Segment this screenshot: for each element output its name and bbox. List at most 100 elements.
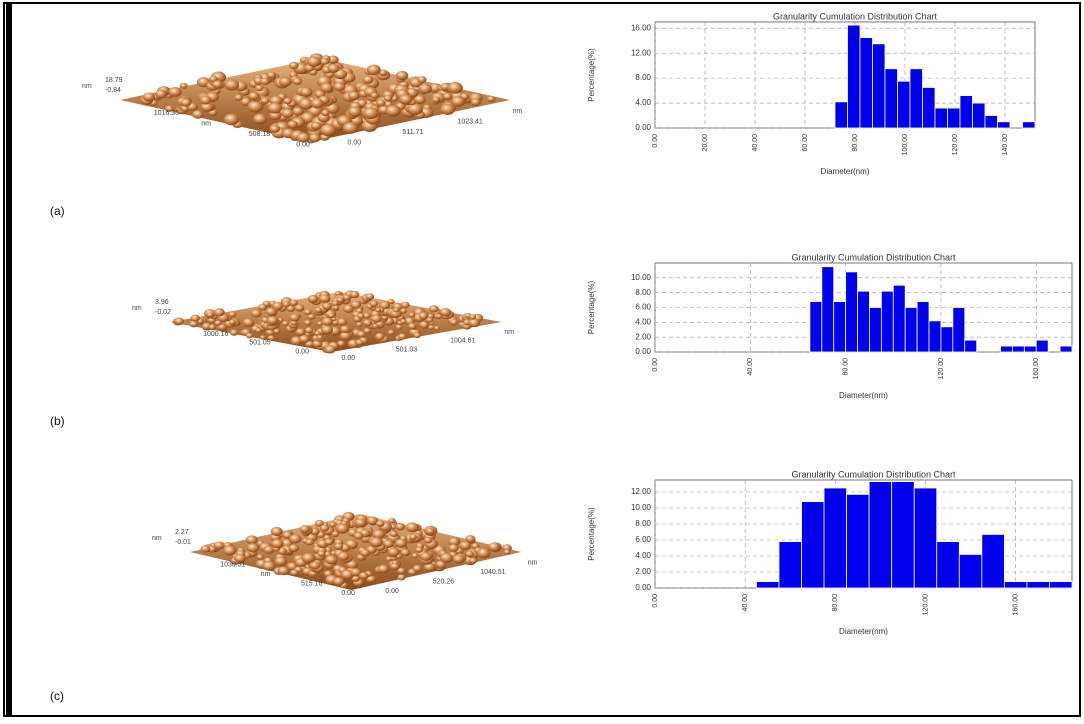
afm-grain <box>429 305 439 312</box>
afm-grain <box>397 568 406 574</box>
afm-grain <box>398 333 407 339</box>
bar <box>905 308 917 353</box>
afm-grain <box>292 78 302 85</box>
y-tick-label: 12.00 <box>631 48 652 57</box>
afm-grain <box>443 93 453 100</box>
bar <box>914 488 937 588</box>
afm-grain <box>278 566 290 575</box>
afm-grain <box>384 95 392 101</box>
bar <box>881 291 893 352</box>
y-axis-label: Percentage(%) <box>587 507 596 561</box>
bar <box>898 81 911 128</box>
afm-grain <box>191 315 200 322</box>
afm-grain <box>251 309 262 317</box>
afm-grain <box>393 308 399 313</box>
afm-grain <box>469 314 476 319</box>
afm-grain <box>459 541 471 550</box>
bar <box>917 302 929 352</box>
bar <box>973 103 986 128</box>
afm-grain <box>378 565 390 574</box>
bar <box>935 108 948 128</box>
afm-grain <box>261 97 270 104</box>
bar <box>873 44 886 128</box>
bar <box>822 267 834 352</box>
y-tick-label: 6.00 <box>635 303 651 312</box>
afm-grain <box>289 314 300 322</box>
afm-grain <box>320 124 336 136</box>
bar <box>835 102 848 128</box>
afm-grain <box>246 333 253 339</box>
chart-title: Granularity Cumulation Distribution Char… <box>773 11 938 21</box>
afm-grain <box>397 574 405 580</box>
afm-grain <box>340 325 350 333</box>
x-tick-label: 120.00 <box>938 358 945 380</box>
afm-grain <box>271 539 283 548</box>
afm-grain <box>296 328 306 335</box>
afm-grain <box>355 339 363 345</box>
x-tick-label: 0.00 <box>652 594 659 608</box>
bar <box>937 542 960 588</box>
figure: (a)18.79nm-0.841016.36nm508.180.000.0051… <box>0 0 1084 719</box>
afm-grain <box>351 301 361 309</box>
afm-axis-label: 501.05 <box>249 340 271 347</box>
afm-grain <box>375 308 381 313</box>
y-tick-label: 4.00 <box>635 551 651 560</box>
bar <box>1049 582 1072 588</box>
afm-grain <box>270 125 281 133</box>
afm-grain <box>448 544 458 552</box>
afm-grain <box>413 565 422 572</box>
y-tick-label: 8.00 <box>635 73 651 82</box>
afm-axis-label: 0.00 <box>385 588 399 595</box>
afm-grain <box>420 552 431 561</box>
bar <box>860 38 873 128</box>
afm-grain <box>356 322 363 327</box>
afm-grain <box>333 577 344 586</box>
afm-grain <box>348 106 362 116</box>
afm-grain <box>263 561 276 571</box>
panel-label: (b) <box>50 414 65 428</box>
afm-grain <box>325 555 338 565</box>
afm-grain <box>168 87 181 97</box>
afm-grain <box>201 545 211 552</box>
afm-axis-label: nm <box>82 83 92 90</box>
bar <box>847 494 870 588</box>
afm-grain <box>427 318 433 323</box>
afm-axis-label: 1000.16 <box>203 331 228 338</box>
bar <box>1012 346 1024 352</box>
bar <box>1001 346 1013 352</box>
afm-grain <box>258 304 267 311</box>
bar <box>824 488 847 588</box>
afm-grain <box>468 318 480 327</box>
bar <box>892 482 915 588</box>
afm-grain <box>320 83 333 93</box>
y-tick-label: 2.00 <box>635 332 651 341</box>
afm-grain <box>388 548 400 557</box>
afm-grain <box>434 326 440 331</box>
bar <box>846 272 858 352</box>
x-tick-label: 0.00 <box>652 134 659 148</box>
afm-grain <box>260 78 270 85</box>
afm-grain <box>465 551 474 558</box>
afm-grain <box>396 71 408 80</box>
afm-grain <box>267 103 282 114</box>
afm-grain <box>302 553 315 563</box>
chart-title: Granularity Cumulation Distribution Char… <box>791 252 956 262</box>
afm-grain <box>155 90 167 99</box>
bar <box>858 291 870 352</box>
y-axis-label: Percentage(%) <box>587 48 596 102</box>
afm-grain <box>418 76 427 83</box>
x-tick-label: 40.00 <box>742 594 749 612</box>
afm-grain <box>307 56 321 67</box>
bar <box>893 285 905 352</box>
afm-axis-label: 515.16 <box>301 581 323 588</box>
afm-grain <box>390 563 399 570</box>
x-tick-label: 120.00 <box>922 594 929 616</box>
bar <box>1060 346 1072 352</box>
afm-axis-label: 1004.61 <box>450 338 475 345</box>
x-tick-label: 40.00 <box>747 358 754 376</box>
afm-grain <box>300 87 313 97</box>
afm-axis-label: 1040.51 <box>480 569 505 576</box>
afm-grain <box>271 527 283 536</box>
afm-grain <box>328 64 340 73</box>
afm-grain <box>337 318 347 326</box>
